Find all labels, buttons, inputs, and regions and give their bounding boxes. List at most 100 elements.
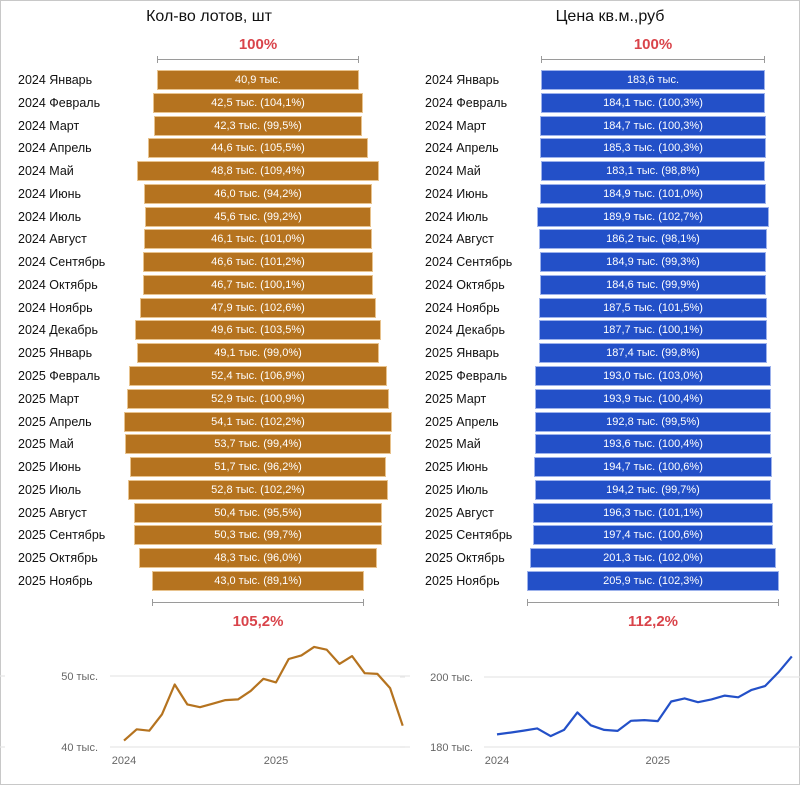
x-tick-label: 2024 — [112, 755, 136, 767]
funnel-bar: 48,3 тыс. (96,0%) — [138, 548, 378, 569]
x-tick-label: 2025 — [264, 755, 288, 767]
funnel-bar: 53,7 тыс. (99,4%) — [125, 434, 391, 455]
row-label: 2024 Февраль — [425, 95, 508, 110]
row-label: 2025 Июль — [425, 482, 489, 497]
row-label: 2025 Февраль — [425, 369, 508, 383]
funnel-bar: 50,3 тыс. (99,7%) — [133, 525, 383, 546]
funnel-bar: 44,6 тыс. (105,5%) — [147, 138, 369, 159]
row-label: 2025 Сентябрь — [18, 528, 106, 543]
funnel-bar: 184,6 тыс. (99,9%) — [540, 274, 766, 295]
funnel-bar: 183,1 тыс. (98,8%) — [541, 161, 765, 182]
price-bottom-percent: 112,2% — [627, 613, 679, 630]
y-tick-label: 180 тыс. — [430, 742, 473, 754]
row-label: 2025 Ноябрь — [18, 573, 93, 588]
lots-top-bracket — [157, 56, 359, 63]
funnel-bar: 194,2 тыс. (99,7%) — [534, 479, 772, 500]
row-label: 2024 Октябрь — [425, 277, 505, 292]
row-label: 2025 Июль — [18, 482, 82, 497]
row-label: 2025 Июнь — [18, 460, 82, 475]
funnel-bar: 192,8 тыс. (99,5%) — [535, 411, 771, 432]
row-label: 2025 Январь — [425, 346, 500, 361]
funnel-bar: 42,5 тыс. (104,1%) — [153, 92, 363, 113]
row-label: 2025 Июнь — [425, 460, 489, 475]
row-label: 2025 Март — [18, 391, 80, 406]
row-label: 2025 Ноябрь — [425, 573, 500, 588]
row-label: 2025 Август — [18, 505, 87, 520]
funnel-bar: 49,6 тыс. (103,5%) — [135, 320, 381, 341]
row-label: 2024 Июнь — [18, 186, 82, 201]
price-top-bracket — [541, 56, 765, 63]
funnel-bar: 46,1 тыс. (101,0%) — [144, 229, 372, 250]
row-label: 2024 Декабрь — [425, 323, 506, 338]
row-label: 2024 Май — [18, 164, 74, 179]
funnel-bar: 189,9 тыс. (102,7%) — [537, 206, 769, 227]
row-label: 2024 Июль — [425, 209, 489, 224]
funnel-bar: 50,4 тыс. (95,5%) — [133, 502, 383, 523]
funnel-bar: 194,7 тыс. (100,6%) — [534, 457, 772, 478]
funnel-bar: 49,1 тыс. (99,0%) — [136, 343, 380, 364]
row-label: 2024 Май — [425, 164, 481, 179]
funnel-bar: 187,4 тыс. (99,8%) — [538, 343, 768, 364]
row-label: 2025 Январь — [18, 346, 93, 361]
funnel-bar: 48,8 тыс. (109,4%) — [137, 161, 379, 182]
lots-bottom-bracket — [152, 599, 364, 606]
x-tick-label: 2025 — [646, 755, 670, 767]
funnel-bar: 43,0 тыс. (89,1%) — [151, 570, 365, 591]
funnel-bar: 51,7 тыс. (96,2%) — [130, 457, 386, 478]
row-label: 2024 Февраль — [18, 95, 101, 110]
funnel-bar: 196,3 тыс. (101,1%) — [533, 502, 773, 523]
x-tick-label: 2024 — [485, 755, 509, 767]
row-label: 2025 Февраль — [18, 369, 101, 383]
funnel-bar: 46,0 тыс. (94,2%) — [144, 183, 372, 204]
funnel-bar: 193,0 тыс. (103,0%) — [535, 366, 771, 386]
row-label: 2024 Январь — [425, 73, 500, 87]
funnel-bar: 46,6 тыс. (101,2%) — [142, 252, 374, 273]
row-label: 2025 Март — [425, 391, 487, 406]
row-label: 2024 Август — [425, 232, 494, 247]
funnel-bar: 193,6 тыс. (100,4%) — [534, 434, 772, 455]
funnel-bar: 197,4 тыс. (100,6%) — [532, 525, 774, 546]
funnel-bar: 52,9 тыс. (100,9%) — [127, 388, 389, 409]
funnel-bar: 183,6 тыс. — [541, 70, 765, 90]
row-label: 2024 Март — [18, 118, 80, 133]
funnel-bar: 40,9 тыс. — [156, 70, 359, 90]
row-label: 2024 Март — [425, 118, 487, 133]
row-label: 2025 Октябрь — [18, 551, 98, 566]
funnel-bar: 184,9 тыс. (101,0%) — [540, 183, 766, 204]
y-tick-label: 200 тыс. — [430, 672, 473, 684]
funnel-bar: 184,9 тыс. (99,3%) — [540, 252, 766, 273]
funnel-bar: 45,6 тыс. (99,2%) — [145, 206, 371, 227]
funnel-bar: 193,9 тыс. (100,4%) — [534, 388, 772, 409]
row-label: 2024 Сентябрь — [18, 255, 106, 270]
row-label: 2024 Апрель — [425, 141, 499, 156]
row-label: 2025 Май — [18, 437, 74, 452]
row-label: 2024 Июль — [18, 209, 82, 224]
funnel-bar: 201,3 тыс. (102,0%) — [530, 548, 776, 569]
price-bottom-bracket — [527, 599, 779, 606]
funnel-bar: 47,9 тыс. (102,6%) — [139, 297, 377, 318]
y-tick-label: 50 тыс. — [61, 671, 98, 683]
funnel-bar: 205,9 тыс. (102,3%) — [527, 570, 779, 591]
price-top-percent: 100% — [633, 36, 673, 53]
trend-line — [496, 655, 793, 738]
trend-line — [123, 645, 404, 742]
row-label: 2024 Ноябрь — [18, 300, 93, 315]
lots-bottom-percent: 105,2% — [232, 613, 284, 630]
y-tick-label: 40 тыс. — [61, 742, 98, 754]
row-label: 2024 Январь — [18, 73, 93, 87]
row-label: 2025 Апрель — [425, 414, 499, 429]
funnel-bar: 185,3 тыс. (100,3%) — [539, 138, 767, 159]
funnel-bar: 186,2 тыс. (98,1%) — [539, 229, 767, 250]
row-label: 2024 Декабрь — [18, 323, 99, 338]
row-label: 2025 Май — [425, 437, 481, 452]
row-label: 2025 Август — [425, 505, 494, 520]
lots-top-percent: 100% — [238, 36, 278, 53]
row-label: 2024 Апрель — [18, 141, 92, 156]
funnel-bar: 184,7 тыс. (100,3%) — [540, 115, 766, 136]
funnel-bar: 187,5 тыс. (101,5%) — [538, 297, 768, 318]
row-label: 2024 Сентябрь — [425, 255, 513, 270]
row-label: 2024 Октябрь — [18, 277, 98, 292]
row-label: 2025 Октябрь — [425, 551, 505, 566]
funnel-bar: 42,3 тыс. (99,5%) — [153, 115, 363, 136]
